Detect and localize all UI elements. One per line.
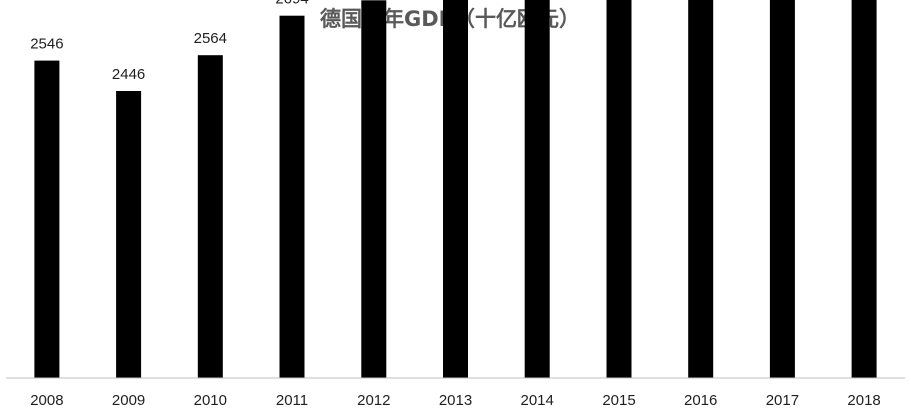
bar-2009	[116, 91, 142, 378]
x-tick-label-2018: 2018	[847, 392, 880, 409]
x-tick-label-2017: 2017	[766, 392, 799, 409]
x-tick-labels-group: 2008 2009 2010 2011 2012 2013 2014 2015 2016 2017…	[30, 392, 881, 409]
bar-2015	[606, 0, 632, 379]
x-tick-label-2011: 2011	[276, 392, 308, 409]
data-label-2010: 2564	[194, 30, 227, 47]
data-label-2009: 2446	[112, 66, 145, 83]
bar-2010	[197, 55, 223, 378]
data-label-2008: 2546	[30, 36, 63, 53]
data-label-2011: 2694	[275, 0, 308, 8]
x-tick-label-2009: 2009	[112, 392, 145, 409]
bars-group	[34, 0, 877, 379]
bar-2011	[279, 15, 305, 378]
x-tick-label-2010: 2010	[194, 392, 227, 409]
data-labels-group: 2546244625642694274528112927303031343245…	[30, 0, 308, 83]
bar-2012	[361, 0, 387, 379]
bar-2014	[524, 0, 550, 378]
x-tick-label-2015: 2015	[602, 392, 635, 409]
bar-2016	[688, 0, 714, 378]
x-tick-label-2008: 2008	[30, 392, 63, 409]
bar-2013	[443, 0, 468, 378]
x-tick-label-2013: 2013	[439, 392, 472, 409]
bar-2017	[769, 0, 795, 379]
bar-2008	[34, 60, 60, 378]
x-tick-label-2012: 2012	[357, 392, 390, 409]
x-tick-label-2016: 2016	[684, 392, 717, 409]
bar-2018	[851, 0, 877, 378]
x-tick-label-2014: 2014	[521, 392, 554, 409]
